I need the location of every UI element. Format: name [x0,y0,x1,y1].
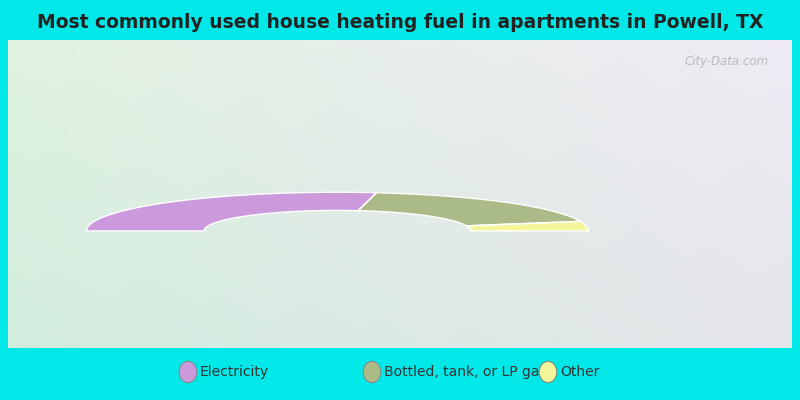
Text: Most commonly used house heating fuel in apartments in Powell, TX: Most commonly used house heating fuel in… [37,12,763,32]
Ellipse shape [539,361,557,383]
Polygon shape [358,193,580,226]
Polygon shape [86,192,377,231]
Text: Other: Other [560,365,599,379]
Ellipse shape [363,361,381,383]
Ellipse shape [179,361,197,383]
Text: Electricity: Electricity [200,365,269,379]
Text: Bottled, tank, or LP gas: Bottled, tank, or LP gas [384,365,546,379]
Text: City-Data.com: City-Data.com [684,56,769,68]
Polygon shape [466,221,588,231]
